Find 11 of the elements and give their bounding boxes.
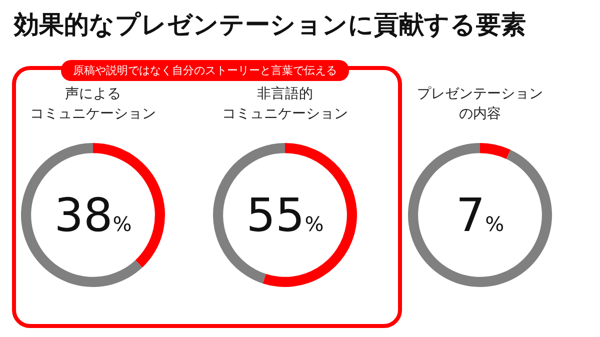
chart-title: 非言語的 <box>257 86 313 102</box>
chart-subtitle: の内容 <box>459 106 501 122</box>
chart-subtitle: コミュニケーション <box>222 106 348 122</box>
chart-subtitle: コミュニケーション <box>30 106 156 122</box>
chart-title: 声による <box>65 86 121 102</box>
data-label: 7% <box>456 188 504 242</box>
data-label: 38% <box>54 188 132 242</box>
text: 効果的なプレゼンテーションに貢献する要素 <box>14 9 526 41</box>
data-label: 55% <box>246 188 324 242</box>
text: 原稿や説明ではなく自分のストーリーと言葉で伝える <box>61 60 349 81</box>
chart-title: プレゼンテーション <box>417 86 543 102</box>
